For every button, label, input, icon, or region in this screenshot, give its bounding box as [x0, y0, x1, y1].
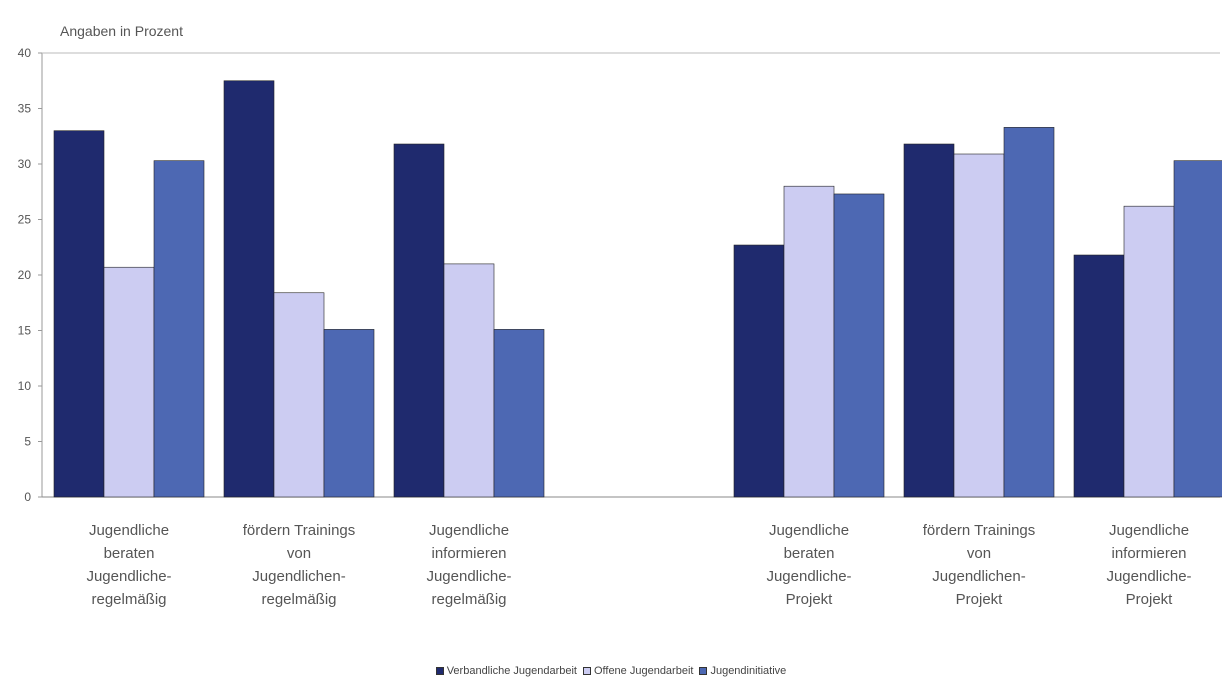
legend-label: Jugendinitiative	[710, 665, 786, 677]
bar	[104, 267, 154, 497]
bar	[154, 161, 204, 497]
y-tick-label: 0	[24, 490, 31, 504]
legend-label: Offene Jugendarbeit	[594, 665, 693, 677]
bar	[904, 144, 954, 497]
bar-chart: Angaben in Prozent 0 5 10 15 20 25 30 35 40 Juge…	[0, 0, 1222, 660]
legend-item: Verbandliche Jugendarbeit	[436, 665, 577, 677]
legend-swatch	[699, 667, 707, 675]
category-label: Jugendliche beraten Jugendliche-Projekt	[766, 522, 851, 608]
bar	[494, 329, 544, 497]
x-axis-labels: Jugendliche beraten Jugendliche-regelmäßig…	[86, 522, 1191, 608]
bar	[394, 144, 444, 497]
bar	[1004, 127, 1054, 497]
y-tick-label: 35	[18, 102, 32, 116]
bar	[224, 81, 274, 497]
y-tick-label: 30	[18, 157, 32, 171]
bar	[834, 194, 884, 497]
legend-item: Offene Jugendarbeit	[583, 665, 693, 677]
bars	[54, 81, 1222, 497]
y-tick-label: 15	[18, 324, 32, 338]
y-tick-label: 40	[18, 46, 32, 60]
bar	[954, 154, 1004, 497]
bar	[1124, 206, 1174, 497]
legend-item: Jugendinitiative	[699, 665, 786, 677]
legend: Verbandliche Jugendarbeit Offene Jugendar…	[0, 665, 1222, 678]
bar	[1074, 255, 1124, 497]
y-tick-label: 25	[18, 213, 32, 227]
bar	[734, 245, 784, 497]
category-label: Jugendliche beraten Jugendliche-regelmäßig	[86, 522, 171, 608]
bar	[324, 329, 374, 497]
bar	[1174, 161, 1222, 497]
y-tick-label: 5	[24, 435, 31, 449]
bar	[274, 293, 324, 497]
legend-swatch	[583, 667, 591, 675]
unit-label: Angaben in Prozent	[60, 23, 183, 39]
bar	[444, 264, 494, 497]
legend-label: Verbandliche Jugendarbeit	[447, 665, 577, 677]
category-label: fördern Trainings von Jugendlichen-regelmä…	[243, 522, 356, 608]
y-tick-label: 10	[18, 379, 32, 393]
bar	[784, 186, 834, 497]
category-label: fördern Trainings von Jugendlichen-Projekt	[923, 522, 1036, 608]
category-label: Jugendliche informieren Jugendliche-Projek…	[1106, 522, 1191, 608]
legend-swatch	[436, 667, 444, 675]
category-label: Jugendliche informieren Jugendliche-regelm…	[426, 522, 511, 608]
bar	[54, 131, 104, 497]
y-tick-label: 20	[18, 268, 32, 282]
